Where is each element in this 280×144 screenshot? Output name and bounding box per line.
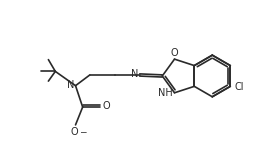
Text: O: O	[171, 48, 178, 58]
Text: N: N	[67, 80, 74, 90]
Text: N: N	[131, 69, 139, 79]
Text: −: −	[80, 127, 87, 136]
Text: O: O	[71, 127, 78, 137]
Text: O: O	[102, 101, 110, 111]
Text: Cl: Cl	[234, 82, 244, 92]
Text: NH: NH	[158, 88, 172, 98]
